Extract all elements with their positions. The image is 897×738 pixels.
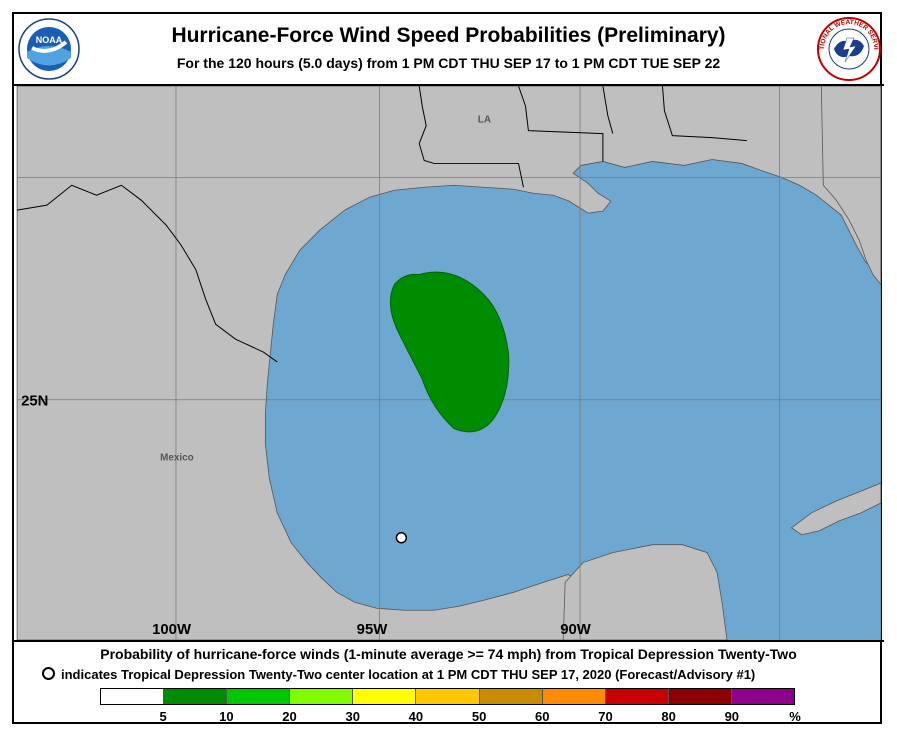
- legend-swatch: [605, 689, 669, 704]
- land-cuba: [790, 482, 882, 536]
- label-la: LA: [478, 115, 491, 126]
- legend-label: 90: [724, 709, 740, 724]
- storm-center-marker: [395, 532, 408, 544]
- map-subtitle: For the 120 hours (5.0 days) from 1 PM C…: [176, 55, 721, 71]
- legend-swatch: [668, 689, 732, 704]
- legend-swatch: [164, 689, 228, 704]
- probability-legend: [100, 688, 795, 705]
- caption-center-text: indicates Tropical Depression Twenty-Two…: [61, 667, 756, 682]
- legend-swatch: [290, 689, 354, 704]
- label-lon-100w: 100W: [152, 622, 192, 638]
- land-north-america: [16, 86, 882, 640]
- legend-label: 10: [219, 709, 234, 724]
- legend-swatch: [353, 689, 417, 704]
- legend-label: 60: [535, 709, 550, 724]
- legend-label: 80: [661, 709, 676, 724]
- legend-label: %: [789, 709, 801, 724]
- map-title: Hurricane-Force Wind Speed Probabilities…: [171, 24, 726, 47]
- legend-swatch: [227, 689, 291, 704]
- legend-swatch: [416, 689, 480, 704]
- probability-area: [389, 271, 510, 433]
- nws-logo: NATIONAL WEATHER SERVICE: [816, 16, 881, 81]
- legend-swatch: [731, 689, 795, 704]
- legend-swatch: [101, 689, 165, 704]
- legend-label: 70: [598, 709, 613, 724]
- political-borders: [17, 86, 747, 363]
- gulf-of-mexico-map: LA Mexico 25N 100W 95W 90W: [14, 84, 884, 642]
- grid-lines: [17, 86, 881, 640]
- caption-probability: Probability of hurricane-force winds (1-…: [100, 646, 797, 662]
- center-marker-symbol: [42, 667, 55, 680]
- label-mexico: Mexico: [160, 452, 194, 463]
- noaa-logo-text: NOAA: [36, 35, 63, 45]
- label-lon-95w: 95W: [357, 622, 389, 638]
- label-lat-25n: 25N: [21, 394, 48, 410]
- legend-label: 50: [471, 709, 487, 724]
- land-florida: [820, 86, 882, 286]
- legend-label: 30: [345, 709, 360, 724]
- legend-label: 40: [408, 709, 424, 724]
- legend-swatch: [542, 689, 606, 704]
- legend-label: 20: [282, 709, 297, 724]
- legend-label: 5: [159, 709, 167, 724]
- label-lon-90w: 90W: [560, 622, 592, 638]
- land-yucatan: [562, 544, 728, 640]
- legend-swatch: [479, 689, 543, 704]
- noaa-logo: NOAA: [18, 18, 80, 80]
- caption-center-location: indicates Tropical Depression Twenty-Two…: [42, 667, 755, 682]
